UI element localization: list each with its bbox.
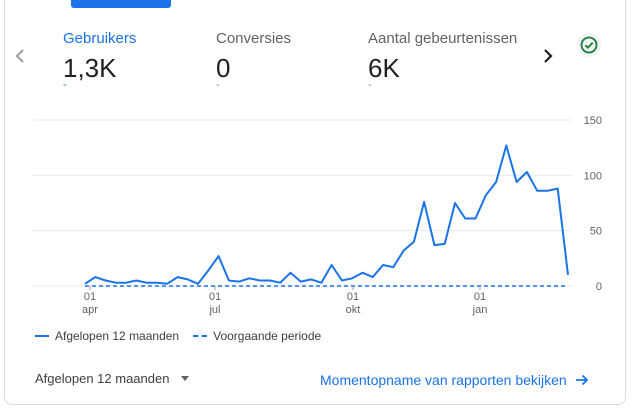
chevron-right-icon	[544, 49, 553, 63]
legend-label: Afgelopen 12 maanden	[55, 329, 180, 343]
metric-change: -	[368, 79, 372, 91]
overview-card	[4, 0, 626, 405]
next-metrics-button[interactable]	[536, 44, 560, 68]
y-tick-label: 150	[584, 115, 602, 127]
metric-value: 6K	[368, 53, 400, 83]
metric-label: Gebruikers	[63, 30, 137, 47]
view-reports-snapshot-link[interactable]: Momentopname van rapporten bekijken	[320, 372, 589, 388]
legend-solid-line	[35, 335, 49, 337]
date-range-label: Afgelopen 12 maanden	[35, 371, 170, 386]
x-tick-month-label: apr	[82, 304, 98, 316]
metric-change: -	[63, 79, 67, 91]
metric-change: -	[216, 79, 220, 91]
check-circle-icon	[580, 36, 598, 54]
metric-tab-conversions[interactable]: Conversies 0 -	[216, 30, 292, 91]
data-status-indicator[interactable]	[577, 33, 601, 57]
current-period-line	[84, 144, 569, 285]
x-tick-month-label: okt	[346, 304, 361, 316]
legend-label: Voorgaande periode	[213, 329, 322, 343]
link-label: Momentopname van rapporten bekijken	[320, 372, 567, 388]
y-tick-label: 50	[590, 226, 602, 238]
legend-item-previous: Voorgaande periode	[193, 329, 321, 343]
metric-value: 1,3K	[63, 53, 117, 83]
chevron-left-icon	[15, 49, 24, 63]
active-tab-indicator	[71, 0, 171, 8]
y-tick-label: 100	[584, 170, 602, 182]
metric-tab-users[interactable]: Gebruikers 1,3K -	[63, 30, 137, 91]
x-tick-day-label: 01	[347, 291, 359, 303]
chart-legend: Afgelopen 12 maanden Voorgaande periode	[35, 329, 335, 343]
x-tick-month-label: jul	[208, 304, 220, 316]
caret-down-icon	[181, 376, 190, 381]
x-tick-day-label: 01	[209, 291, 221, 303]
legend-dashed-line	[193, 335, 208, 337]
metric-label: Conversies	[216, 30, 292, 47]
legend-item-current: Afgelopen 12 maanden	[35, 329, 179, 343]
x-tick-month-label: jan	[472, 304, 488, 316]
metric-label: Aantal gebeurtenissen	[368, 30, 518, 47]
x-tick-day-label: 01	[474, 291, 486, 303]
x-tick-day-label: 01	[84, 291, 96, 303]
date-range-selector[interactable]: Afgelopen 12 maanden	[35, 371, 190, 386]
metric-value: 0	[216, 53, 231, 83]
y-tick-label: 0	[596, 281, 602, 293]
metric-tab-event-count[interactable]: Aantal gebeurtenissen 6K -	[368, 30, 518, 91]
previous-metrics-button[interactable]	[8, 44, 32, 68]
arrow-right-icon	[575, 374, 588, 386]
